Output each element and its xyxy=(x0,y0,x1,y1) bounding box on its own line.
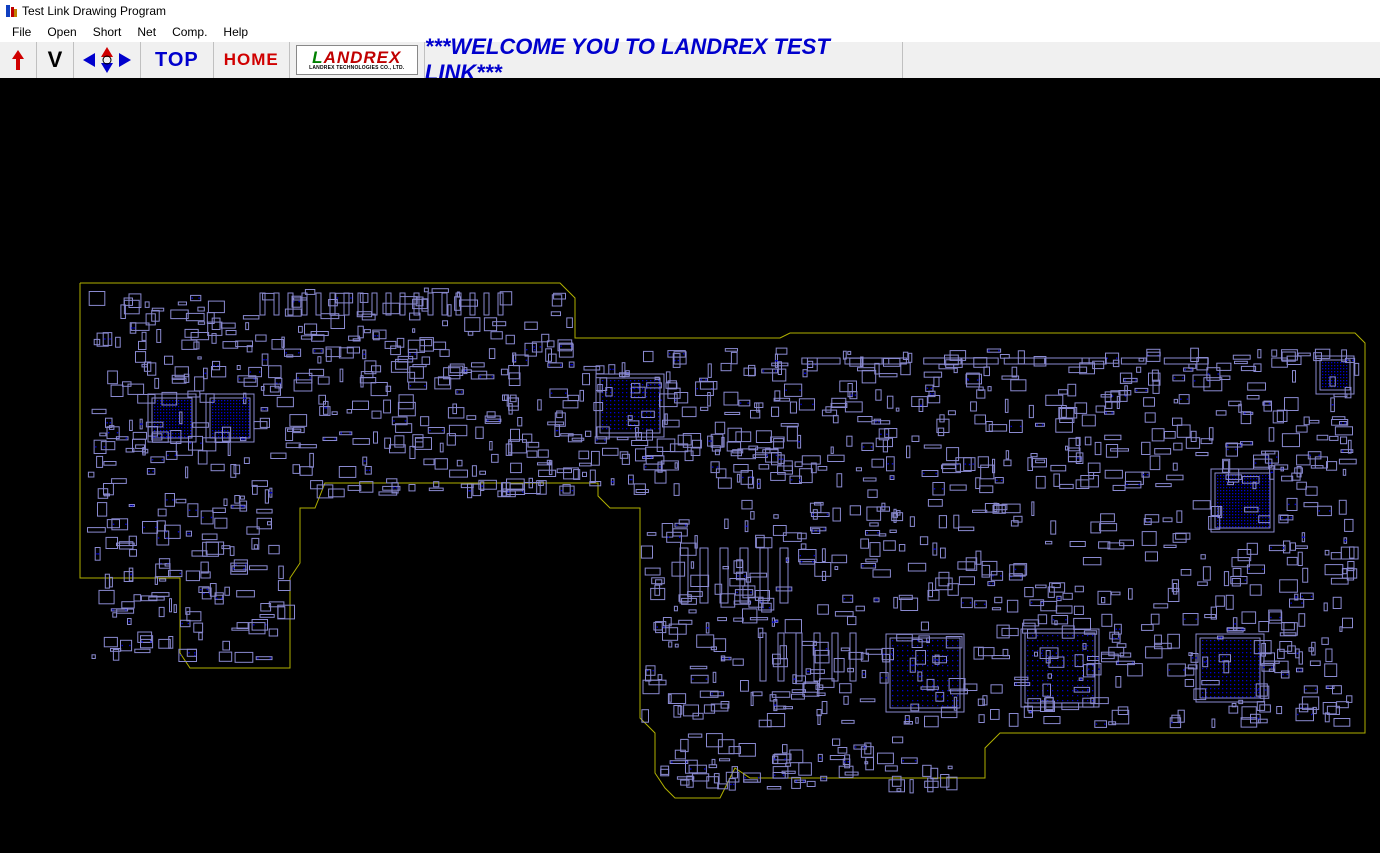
svg-text:V: V xyxy=(48,49,63,71)
menu-short[interactable]: Short xyxy=(85,23,130,41)
menu-open[interactable]: Open xyxy=(39,23,84,41)
app-icon xyxy=(4,4,18,18)
top-button[interactable]: TOP xyxy=(141,42,214,78)
landrex-logo-icon: LANDREX LANDREX TECHNOLOGIES CO., LTD. xyxy=(296,45,418,75)
menu-file[interactable]: File xyxy=(4,23,39,41)
title-bar: Test Link Drawing Program xyxy=(0,0,1380,22)
pcb-canvas[interactable] xyxy=(0,78,1380,853)
landrex-logo-button[interactable]: LANDREX LANDREX TECHNOLOGIES CO., LTD. xyxy=(290,42,425,78)
toolbar-spacer xyxy=(903,42,1380,78)
arrow-down-button[interactable]: V xyxy=(37,42,74,78)
nav-compass-icon xyxy=(83,47,131,73)
menu-net[interactable]: Net xyxy=(129,23,164,41)
home-button[interactable]: HOME xyxy=(214,42,290,78)
arrow-down-v-icon: V xyxy=(46,49,64,71)
menu-help[interactable]: Help xyxy=(215,23,256,41)
pcb-drawing xyxy=(0,78,1380,853)
arrow-up-red-icon xyxy=(11,49,25,71)
window-title: Test Link Drawing Program xyxy=(22,4,166,18)
menu-comp[interactable]: Comp. xyxy=(164,23,215,41)
arrow-up-button[interactable] xyxy=(0,42,37,78)
nav-compass-button[interactable] xyxy=(74,42,141,78)
toolbar: V TOP HOME LANDREX LANDREX TECHNOLOGIES … xyxy=(0,42,1380,78)
welcome-banner: ***WELCOME YOU TO LANDREX TEST LINK*** xyxy=(425,42,903,78)
